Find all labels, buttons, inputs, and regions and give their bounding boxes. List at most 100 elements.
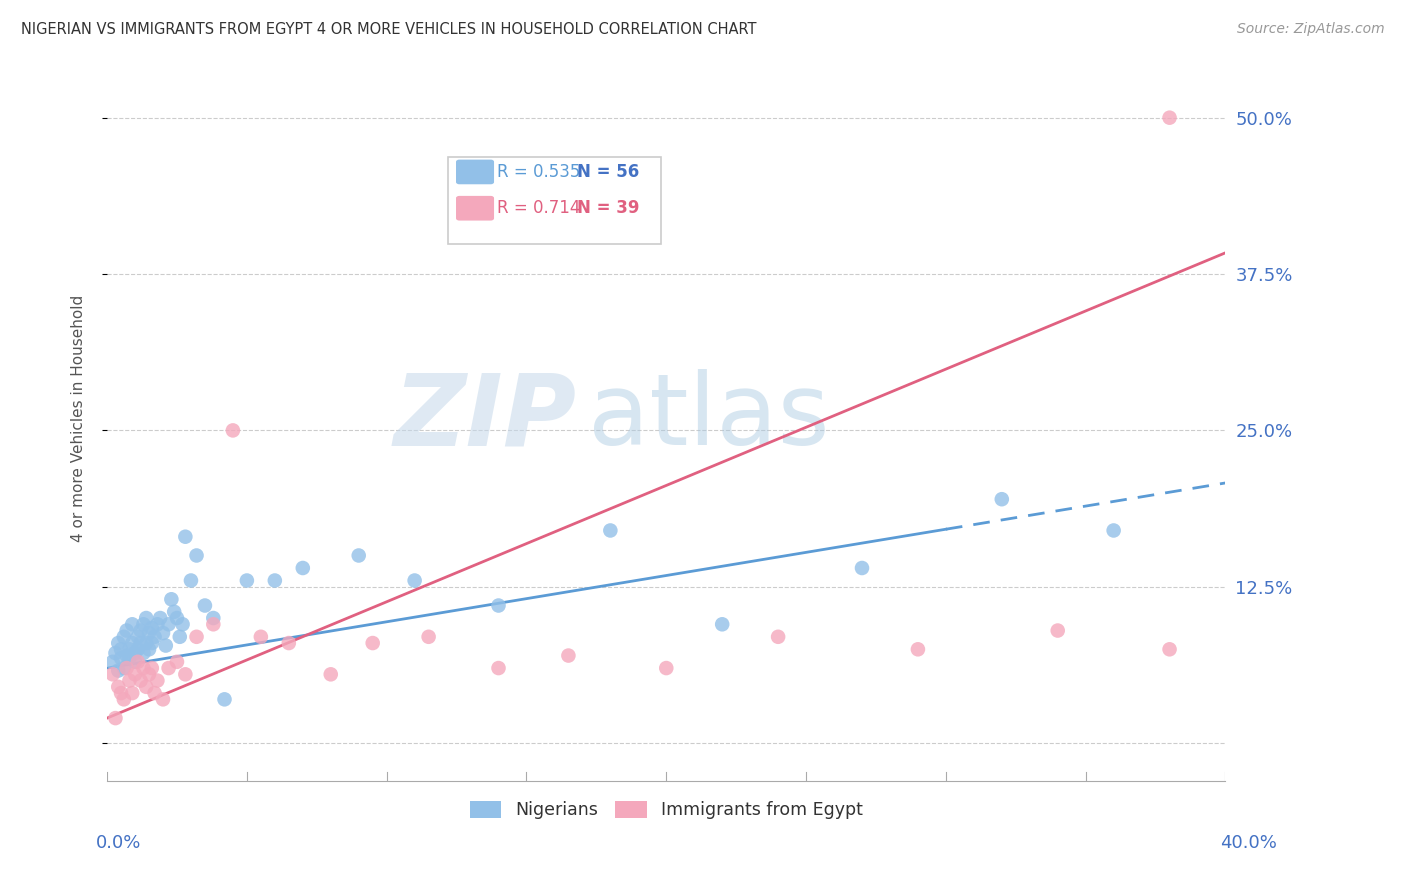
Point — [138, 642, 160, 657]
Text: R = 0.714: R = 0.714 — [498, 199, 581, 218]
Y-axis label: 4 or more Vehicles in Household: 4 or more Vehicles in Household — [72, 294, 86, 541]
Point — [149, 611, 172, 625]
Point — [291, 561, 314, 575]
Point — [101, 655, 124, 669]
Point — [991, 492, 1014, 507]
Point — [172, 617, 194, 632]
Legend: Nigerians, Immigrants from Egypt: Nigerians, Immigrants from Egypt — [463, 794, 869, 826]
Point — [132, 617, 155, 632]
Point — [222, 424, 245, 438]
FancyBboxPatch shape — [456, 196, 494, 220]
Point — [174, 667, 197, 681]
Point — [129, 636, 152, 650]
Point — [155, 639, 177, 653]
Point — [157, 661, 180, 675]
Point — [115, 624, 138, 638]
Point — [166, 611, 188, 625]
Text: N = 56: N = 56 — [576, 163, 640, 181]
Point — [146, 617, 169, 632]
Point — [851, 561, 873, 575]
Point — [110, 686, 132, 700]
Point — [135, 680, 157, 694]
Point — [202, 611, 225, 625]
Text: 0.0%: 0.0% — [96, 834, 141, 852]
FancyBboxPatch shape — [449, 157, 661, 244]
Point — [711, 617, 734, 632]
Text: 40.0%: 40.0% — [1220, 834, 1277, 852]
Point — [202, 617, 225, 632]
Point — [129, 624, 152, 638]
Point — [121, 636, 143, 650]
Point — [277, 636, 299, 650]
Point — [152, 626, 174, 640]
Point — [124, 667, 146, 681]
Point — [101, 667, 124, 681]
Point — [488, 599, 510, 613]
Point — [107, 680, 129, 694]
Point — [115, 661, 138, 675]
Point — [169, 630, 191, 644]
Point — [107, 664, 129, 678]
Text: Source: ZipAtlas.com: Source: ZipAtlas.com — [1237, 22, 1385, 37]
Point — [118, 642, 141, 657]
Text: NIGERIAN VS IMMIGRANTS FROM EGYPT 4 OR MORE VEHICLES IN HOUSEHOLD CORRELATION CH: NIGERIAN VS IMMIGRANTS FROM EGYPT 4 OR M… — [21, 22, 756, 37]
Point — [112, 692, 135, 706]
Point — [112, 661, 135, 675]
Text: atlas: atlas — [588, 369, 830, 467]
Point — [250, 630, 273, 644]
Point — [121, 617, 143, 632]
Point — [110, 642, 132, 657]
Point — [141, 661, 163, 675]
Point — [118, 651, 141, 665]
Point — [186, 630, 208, 644]
Point — [1046, 624, 1069, 638]
Point — [361, 636, 384, 650]
Point — [112, 630, 135, 644]
Point — [115, 648, 138, 663]
Point — [166, 655, 188, 669]
Point — [132, 661, 155, 675]
Point — [488, 661, 510, 675]
Point — [1159, 642, 1181, 657]
Point — [104, 711, 127, 725]
Point — [129, 673, 152, 688]
Point — [180, 574, 202, 588]
Point — [1102, 524, 1125, 538]
Text: ZIP: ZIP — [394, 369, 576, 467]
Point — [236, 574, 259, 588]
Point — [655, 661, 678, 675]
Point — [404, 574, 426, 588]
Point — [124, 655, 146, 669]
Point — [124, 646, 146, 660]
Point — [174, 530, 197, 544]
Point — [194, 599, 217, 613]
Point — [121, 686, 143, 700]
FancyBboxPatch shape — [456, 160, 494, 185]
Point — [160, 592, 183, 607]
Point — [104, 646, 127, 660]
Point — [132, 646, 155, 660]
Point — [110, 651, 132, 665]
Point — [138, 667, 160, 681]
Point — [127, 642, 149, 657]
Point — [107, 636, 129, 650]
Point — [135, 611, 157, 625]
Point — [143, 686, 166, 700]
Point — [557, 648, 579, 663]
Point — [766, 630, 789, 644]
Point — [143, 630, 166, 644]
Point — [152, 692, 174, 706]
Point — [347, 549, 370, 563]
Point — [141, 621, 163, 635]
Point — [146, 673, 169, 688]
Point — [127, 630, 149, 644]
Point — [214, 692, 236, 706]
Text: N = 39: N = 39 — [576, 199, 640, 218]
Point — [186, 549, 208, 563]
Point — [418, 630, 440, 644]
Point — [141, 636, 163, 650]
Point — [138, 626, 160, 640]
Text: R = 0.535: R = 0.535 — [498, 163, 581, 181]
Point — [599, 524, 621, 538]
Point — [157, 617, 180, 632]
